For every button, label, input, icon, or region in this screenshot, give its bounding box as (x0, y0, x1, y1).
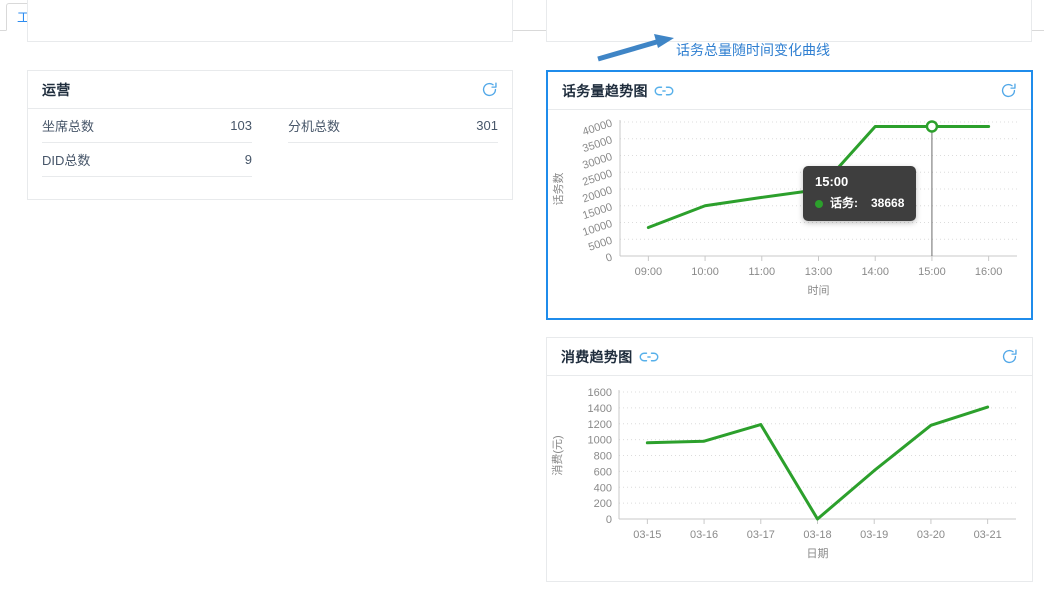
cost-chart-card: 消费趋势图 0 200 400 600 800 1000 1200 1400 1600 03-15… (546, 337, 1033, 582)
svg-text:03-21: 03-21 (974, 529, 1002, 541)
svg-text:日期: 日期 (807, 547, 829, 560)
svg-text:13:00: 13:00 (805, 266, 833, 278)
operations-body: 坐席总数 103 DID总数 9 分机总数 301 (28, 109, 512, 177)
call-volume-svg: 0500010000150002000025000300003500040000… (552, 117, 1017, 297)
partial-card-left (27, 0, 513, 42)
svg-text:15:00: 15:00 (918, 266, 946, 278)
call-volume-plot: 0 5000 10000 15000 20000 25000 30000 35000 40000… (548, 110, 1031, 318)
svg-text:14:00: 14:00 (861, 266, 889, 278)
tooltip-series-value: 38668 (871, 195, 905, 210)
svg-text:0: 0 (606, 514, 612, 526)
partial-card-right (546, 0, 1032, 42)
call-volume-title: 话务量趋势图 (562, 82, 648, 99)
svg-text:03-17: 03-17 (747, 529, 775, 541)
annotation-arrow (596, 32, 678, 65)
link-icon[interactable] (654, 84, 674, 98)
stat-row-seats: 坐席总数 103 (42, 109, 252, 143)
svg-text:时间: 时间 (808, 284, 830, 297)
svg-text:1600: 1600 (588, 387, 612, 399)
svg-text:800: 800 (594, 451, 612, 463)
svg-text:03-15: 03-15 (633, 529, 661, 541)
svg-text:400: 400 (594, 482, 612, 494)
stat-row-did: DID总数 9 (42, 143, 252, 177)
operations-card-header: 运营 (28, 71, 512, 109)
chart-tooltip: 15:00 话务: 38668 (803, 166, 917, 222)
operations-column-left: 坐席总数 103 DID总数 9 (42, 109, 270, 177)
stat-row-empty (288, 143, 498, 176)
svg-text:600: 600 (594, 466, 612, 478)
svg-text:话务数: 话务数 (552, 173, 565, 206)
tooltip-time: 15:00 (815, 174, 849, 189)
stat-value-did: 9 (244, 152, 252, 167)
svg-text:200: 200 (594, 498, 612, 510)
annotation-label: 话务总量随时间变化曲线 (676, 42, 830, 58)
svg-text:03-16: 03-16 (690, 529, 718, 541)
stat-value-extensions: 301 (476, 118, 498, 133)
call-volume-card-header: 话务量趋势图 (548, 72, 1031, 110)
refresh-icon[interactable] (481, 81, 498, 98)
stat-row-extensions: 分机总数 301 (288, 109, 498, 143)
refresh-icon[interactable] (1000, 82, 1017, 99)
call-volume-chart-card: 话务量趋势图 0 5000 10000 15000 20000 25000 30000 350… (546, 70, 1033, 320)
svg-text:16:00: 16:00 (975, 266, 1003, 278)
svg-text:1200: 1200 (588, 419, 612, 431)
cost-svg: 0 200 400 600 800 1000 1200 1400 1600 03-15 03-16 0… (550, 387, 1016, 560)
link-icon[interactable] (639, 350, 659, 364)
refresh-icon[interactable] (1001, 348, 1018, 365)
operations-column-right: 分机总数 301 (270, 109, 498, 177)
svg-text:0: 0 (604, 251, 614, 264)
stat-label-seats: 坐席总数 (42, 119, 95, 134)
svg-text:1000: 1000 (588, 435, 612, 447)
tooltip-series-dot (815, 199, 823, 208)
svg-text:消费(元): 消费(元) (550, 435, 564, 475)
svg-text:1400: 1400 (588, 403, 612, 415)
stat-value-seats: 103 (230, 118, 252, 133)
stat-label-extensions: 分机总数 (288, 119, 341, 134)
svg-text:11:00: 11:00 (748, 266, 775, 278)
svg-text:03-18: 03-18 (803, 529, 831, 541)
svg-text:03-20: 03-20 (917, 529, 945, 541)
operations-title: 运营 (42, 81, 71, 98)
cost-plot: 0 200 400 600 800 1000 1200 1400 1600 03-15 03-16 0… (547, 376, 1032, 581)
svg-text:03-19: 03-19 (860, 529, 888, 541)
operations-card: 运营 坐席总数 103 DID总数 9 分机总数 301 (27, 70, 513, 200)
cost-card-header: 消费趋势图 (547, 338, 1032, 376)
svg-text:10:00: 10:00 (691, 266, 719, 278)
cost-title: 消费趋势图 (561, 348, 633, 365)
svg-text:09:00: 09:00 (635, 266, 663, 278)
tooltip-series-name: 话务: (830, 195, 858, 210)
stat-label-did: DID总数 (42, 153, 91, 168)
